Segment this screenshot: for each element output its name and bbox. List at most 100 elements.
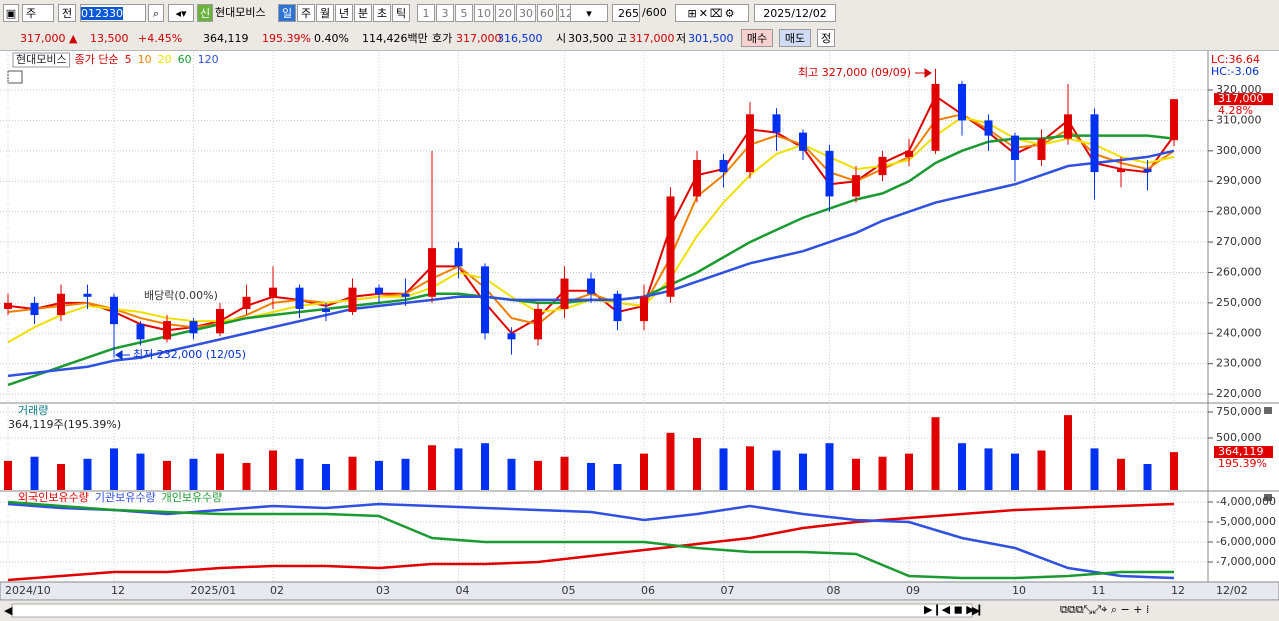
candle-body [799,132,807,151]
table-icon[interactable] [7,70,23,84]
buy-button[interactable]: 매수 [741,29,773,47]
candle-body [958,83,966,121]
open-label: 시 [556,32,567,45]
y-tick-label: 260,000 [1216,265,1262,278]
search-button[interactable]: ⌕ [148,4,164,22]
period-button[interactable]: 10 [474,4,494,22]
period-button[interactable]: 20 [495,4,515,22]
x-tick-label: 07 [721,584,735,597]
pane-close[interactable] [1264,494,1272,501]
candle-body [1064,114,1072,139]
series-line [7,500,1174,580]
period-button[interactable]: 30 [516,4,536,22]
new-badge[interactable]: 신 [197,4,213,22]
candle-body [825,150,834,197]
period-button[interactable]: 틱 [392,4,410,22]
candle-body [269,287,277,297]
period-button[interactable]: 일 [278,4,296,22]
pane-title: 거래량 [18,404,48,417]
period-button[interactable]: 3 [436,4,454,22]
y-tick-label: 250,000 [1216,296,1262,309]
toolbar: ▣ 주 전 012330 ⌕ ◂▾ 신 현대모비스 일 주 월 년 분 초 틱 1 3 5 10 20… [0,0,1279,29]
pane-close[interactable] [1264,407,1272,414]
legend-entry: 10 [138,53,152,66]
volume-bar [454,448,463,490]
change: 13,500 [90,32,129,45]
market-select[interactable]: 주 [22,4,54,22]
legend-entry: 기관보유수량 [95,491,156,504]
period-button[interactable]: 주 [297,4,315,22]
zoom-controls[interactable]: ⧉⧉⧉⤡⤢⌖ ⌕ − + ⁞ [1060,603,1149,616]
x-tick-label: 11 [1092,584,1106,597]
volume-bar [189,458,198,490]
volume-bar [958,443,966,490]
legend-entry: 종가 단순 [75,53,119,66]
candle-body [110,296,118,325]
candle-body [295,287,304,309]
volume-bar [1064,415,1072,490]
candle-body [1117,169,1125,173]
candle-body [746,114,754,173]
last-price-box [1214,93,1273,106]
volume-bar [746,446,754,490]
volume-bar [4,460,12,490]
y-tick-label: 270,000 [1216,235,1262,248]
candle-body [4,302,12,309]
legend-entry: 5 [125,53,132,66]
candle-body [83,293,92,297]
period-button[interactable]: 분 [354,4,372,22]
turnover: 0.40% [314,32,349,45]
x-tick-label: 08 [827,584,841,597]
period-button[interactable]: 1 [417,4,435,22]
period-button[interactable]: 년 [335,4,353,22]
volume-bar [587,462,595,490]
candle-body [931,83,940,151]
x-tick-label: 12 [1171,584,1185,597]
volume-bar [640,453,648,490]
candle-body [1037,138,1046,160]
sound-button[interactable]: ◂▾ [168,4,194,22]
high-arrow [915,68,932,78]
menu-icon[interactable]: ▣ [3,4,19,22]
volume-bar [110,448,118,490]
combo[interactable]: ▾ [570,4,608,22]
period-button[interactable]: 60 [537,4,557,22]
indicator-hc: HC:-3.06 [1211,65,1259,78]
period-button[interactable]: 월 [316,4,334,22]
quote-bar: 317,000 ▲ 13,500 +4.45% 364,119 195.39% … [0,28,1279,51]
candle-body [428,248,436,297]
y-tick-label: 320,000 [1216,83,1262,96]
y-tick-label: 280,000 [1216,205,1262,218]
volume-bar [428,445,436,490]
x-tick-label: 12 [111,584,125,597]
period-button[interactable]: 초 [373,4,391,22]
code-input[interactable]: 012330 [80,4,146,22]
count-input[interactable]: 265 [612,4,640,22]
price: 317,000 ▲ [20,32,78,45]
volume-bar [1170,452,1178,490]
scroll-left[interactable]: ◀ [4,604,13,617]
x-tick-label: 12/02 [1216,584,1248,597]
volume-bar [984,448,993,490]
scroll-track[interactable] [11,603,973,618]
prev-button[interactable]: 전 [58,4,76,22]
candle-body [852,175,860,197]
candle-body [1011,135,1019,160]
amount: 114,426백만 [362,32,428,45]
tool-icons[interactable]: ⊞✕⌧⚙ [675,4,749,22]
volume-bar [57,464,65,490]
open: 303,500 [568,32,614,45]
sell-button[interactable]: 매도 [779,29,811,47]
legend-entry: 개인보유수량 [162,491,223,504]
period-button[interactable]: 5 [455,4,473,22]
x-tick-label: 09 [906,584,920,597]
scroll-right[interactable]: ▶ [972,604,981,617]
candle-body [1143,169,1152,173]
volume-bar [322,464,330,490]
play-controls[interactable]: ▶❙◀ ◼ ▶❙ [924,603,984,616]
candle-body [640,296,648,322]
candle-body [719,159,728,173]
date-input[interactable]: 2025/12/02 [754,4,836,22]
correct-button[interactable]: 정 [817,29,835,47]
candle-body [560,278,569,309]
